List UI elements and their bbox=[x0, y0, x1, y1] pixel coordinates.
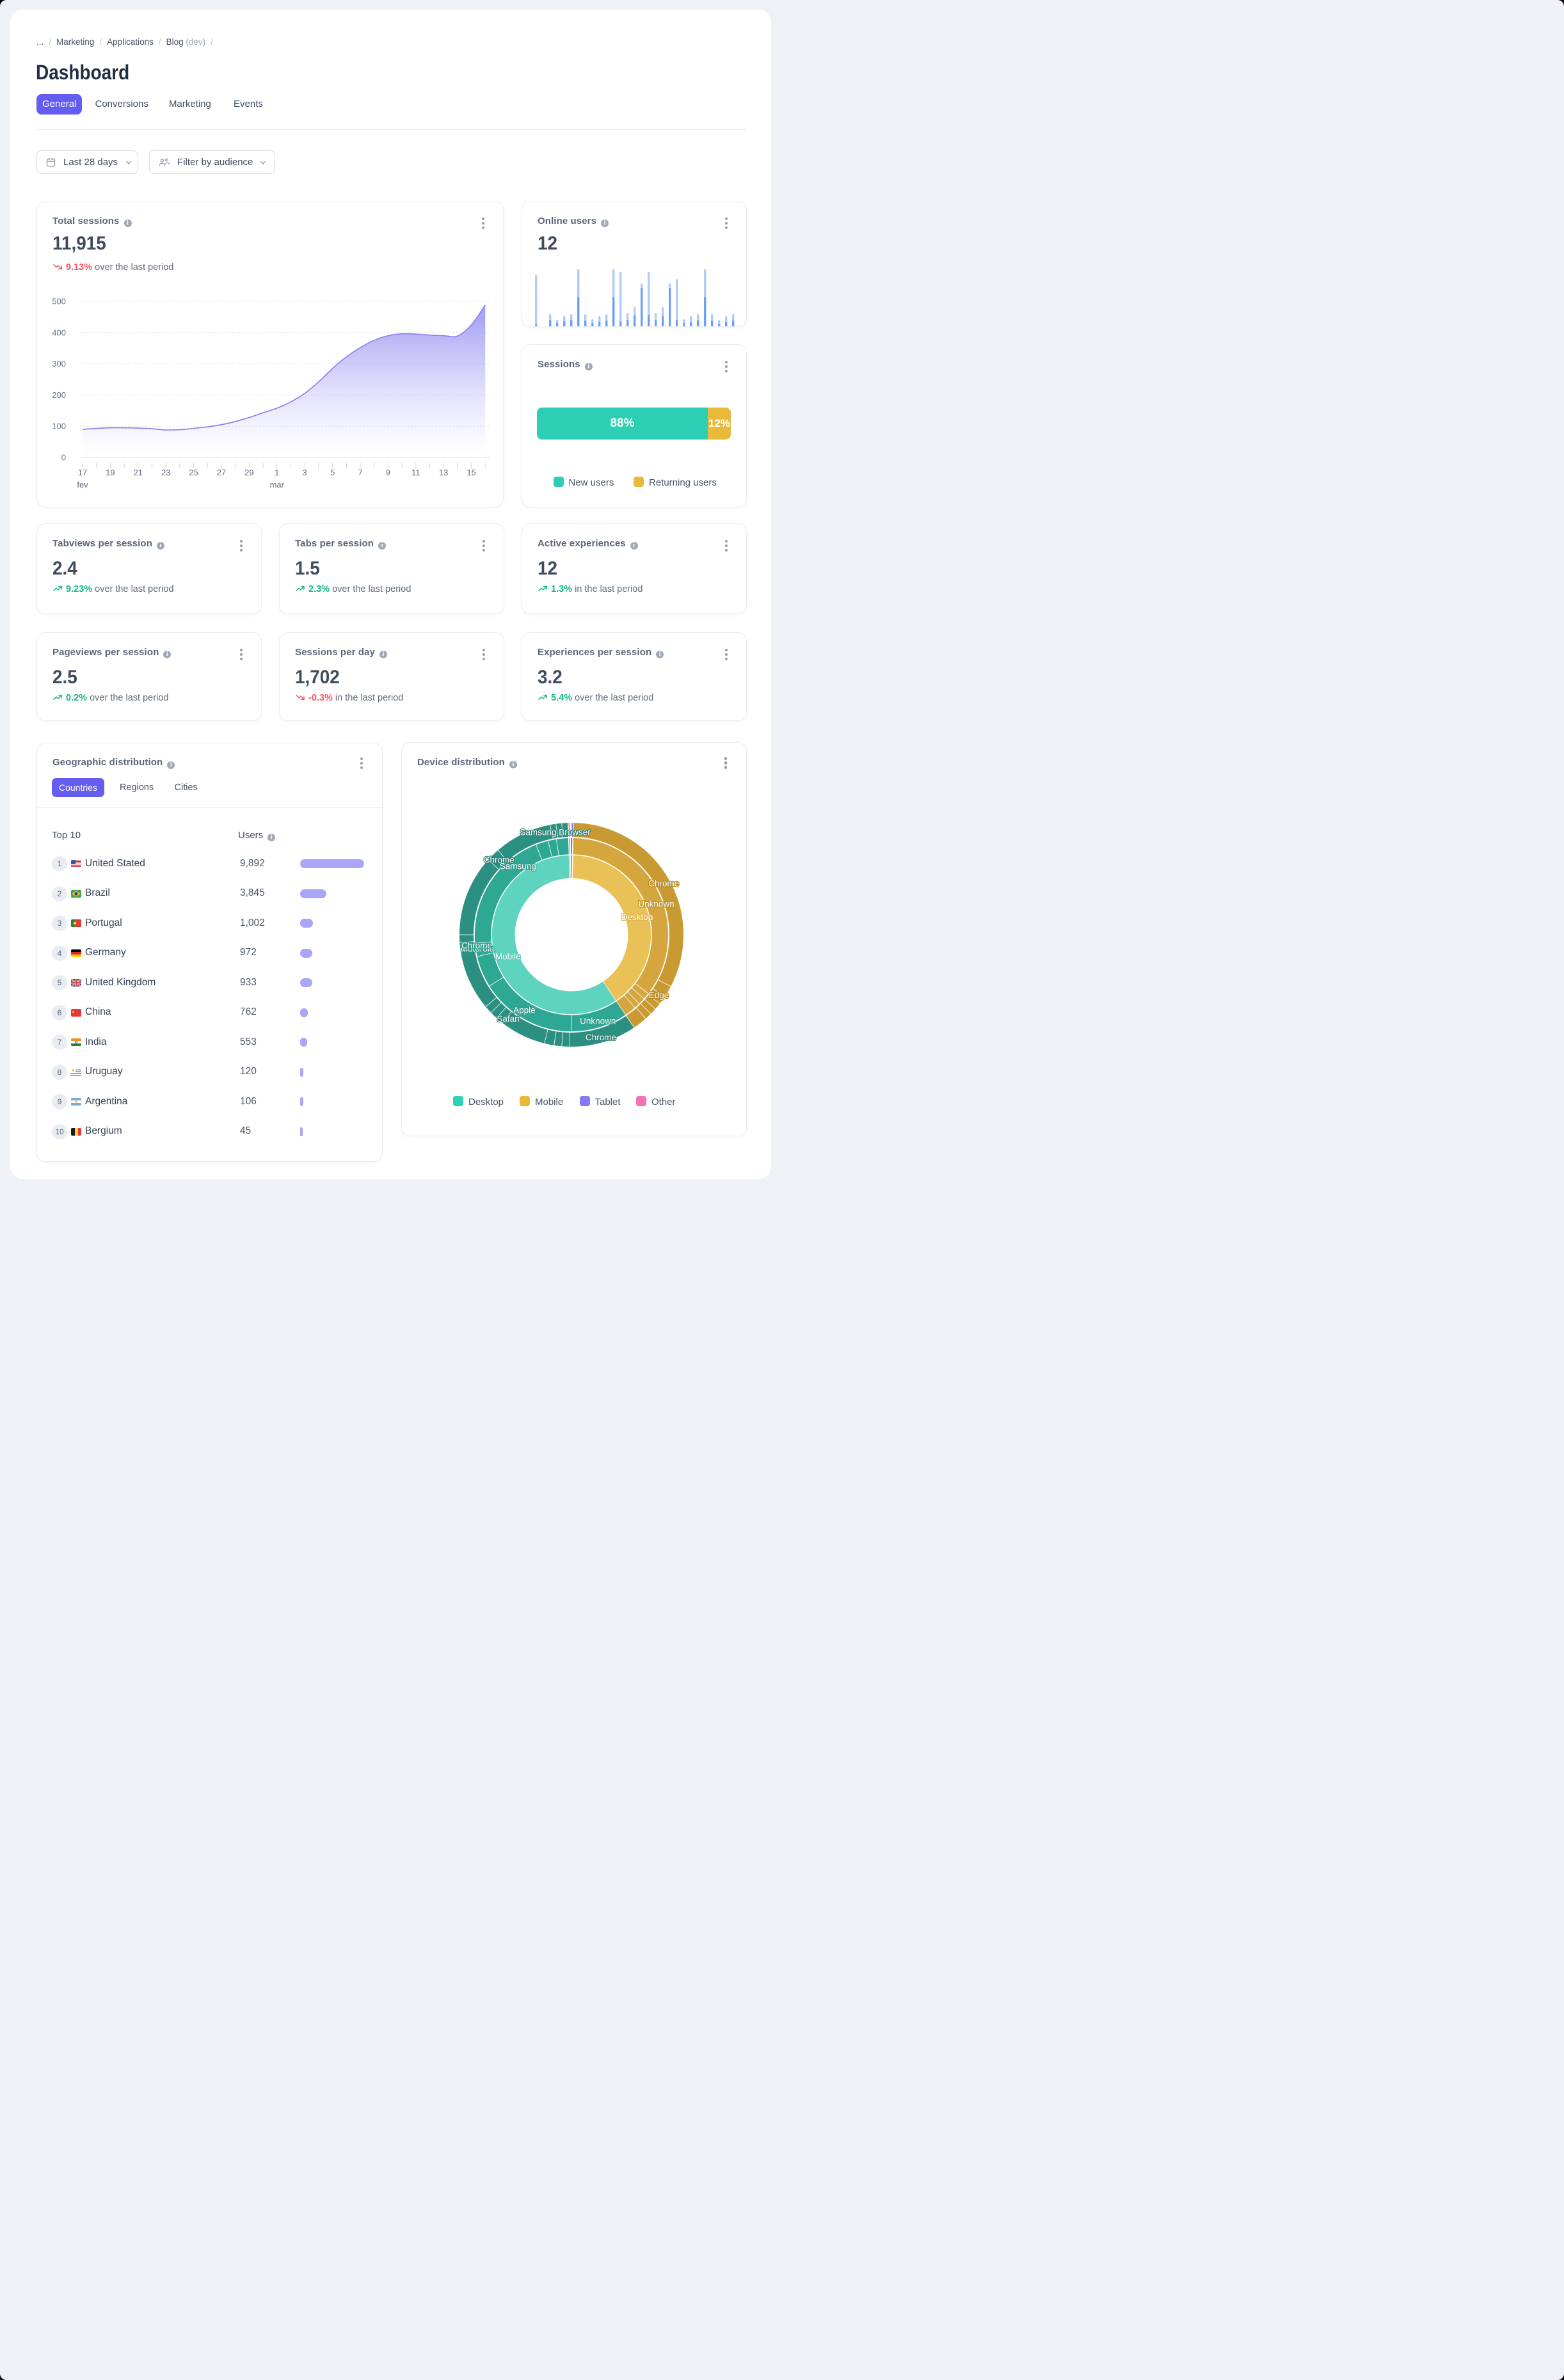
svg-text:7: 7 bbox=[358, 468, 362, 477]
svg-text:29: 29 bbox=[244, 468, 253, 477]
svg-text:Samsung Browser: Samsung Browser bbox=[520, 827, 591, 837]
svg-text:Safari: Safari bbox=[497, 1014, 519, 1024]
svg-text:1: 1 bbox=[275, 468, 279, 477]
svg-text:17: 17 bbox=[78, 468, 87, 477]
svg-text:Unknown: Unknown bbox=[638, 899, 674, 908]
svg-text:9: 9 bbox=[386, 468, 390, 477]
svg-text:500: 500 bbox=[52, 297, 66, 306]
svg-text:Chrome: Chrome bbox=[484, 855, 515, 864]
svg-text:fev: fev bbox=[77, 480, 88, 489]
svg-text:Desktop: Desktop bbox=[621, 912, 653, 922]
svg-text:11: 11 bbox=[411, 468, 420, 477]
svg-text:5: 5 bbox=[330, 468, 335, 477]
svg-text:Unknown: Unknown bbox=[580, 1016, 616, 1026]
svg-text:Samsung: Samsung bbox=[500, 861, 536, 871]
svg-text:300: 300 bbox=[52, 359, 66, 369]
svg-text:Mobile: Mobile bbox=[495, 952, 521, 962]
svg-text:Apple: Apple bbox=[513, 1005, 536, 1015]
svg-text:Motorola: Motorola bbox=[461, 944, 495, 953]
svg-text:3: 3 bbox=[303, 468, 307, 477]
svg-text:200: 200 bbox=[52, 390, 66, 400]
svg-text:15: 15 bbox=[467, 468, 475, 477]
svg-text:27: 27 bbox=[217, 468, 226, 477]
svg-text:400: 400 bbox=[52, 328, 66, 337]
svg-text:Chrome: Chrome bbox=[461, 940, 492, 950]
svg-text:Chrome: Chrome bbox=[586, 1033, 616, 1042]
svg-text:Edge: Edge bbox=[649, 990, 669, 1000]
svg-text:25: 25 bbox=[189, 468, 198, 477]
svg-text:19: 19 bbox=[106, 468, 115, 477]
svg-text:mar: mar bbox=[270, 480, 285, 489]
svg-text:100: 100 bbox=[52, 422, 66, 431]
svg-text:21: 21 bbox=[134, 468, 143, 477]
svg-text:Chrome: Chrome bbox=[648, 879, 679, 889]
svg-text:0: 0 bbox=[61, 453, 66, 463]
svg-text:23: 23 bbox=[161, 468, 170, 477]
svg-text:13: 13 bbox=[439, 468, 448, 477]
